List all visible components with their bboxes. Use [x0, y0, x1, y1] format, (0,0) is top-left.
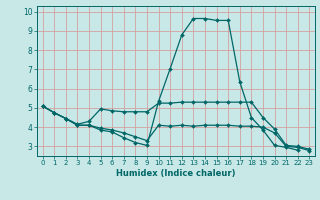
X-axis label: Humidex (Indice chaleur): Humidex (Indice chaleur)	[116, 169, 236, 178]
